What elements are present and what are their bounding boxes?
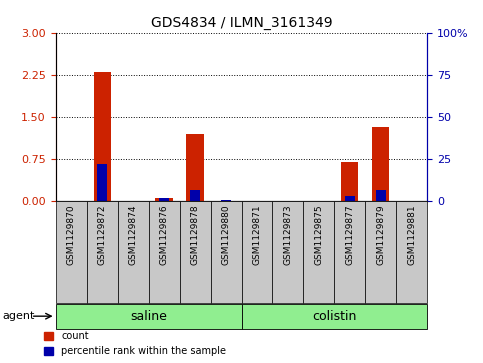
Bar [372, 127, 389, 201]
Bar [98, 164, 107, 201]
Bar [190, 191, 199, 201]
Text: saline: saline [130, 310, 167, 323]
Text: GSM1129870: GSM1129870 [67, 204, 75, 265]
Text: GSM1129874: GSM1129874 [128, 204, 138, 265]
Text: GSM1129872: GSM1129872 [98, 204, 107, 265]
Bar [242, 305, 427, 329]
Bar [376, 191, 385, 201]
Bar [86, 201, 117, 303]
Bar [334, 201, 366, 303]
Title: GDS4834 / ILMN_3161349: GDS4834 / ILMN_3161349 [151, 16, 332, 30]
Bar [159, 198, 169, 201]
Text: GSM1129878: GSM1129878 [190, 204, 199, 265]
Text: agent: agent [2, 311, 35, 321]
Text: GSM1129880: GSM1129880 [222, 204, 230, 265]
Text: colistin: colistin [313, 310, 356, 323]
Bar [117, 201, 149, 303]
Text: GSM1129873: GSM1129873 [284, 204, 293, 265]
Text: GSM1129871: GSM1129871 [253, 204, 261, 265]
Text: GSM1129875: GSM1129875 [314, 204, 324, 265]
Bar [180, 201, 211, 303]
Bar [272, 201, 303, 303]
Bar [211, 201, 242, 303]
Bar [242, 201, 272, 303]
Bar [149, 201, 180, 303]
Bar [303, 201, 334, 303]
Bar [56, 305, 242, 329]
Text: GSM1129877: GSM1129877 [345, 204, 355, 265]
Bar [345, 196, 355, 201]
Text: GSM1129876: GSM1129876 [159, 204, 169, 265]
Bar [56, 201, 86, 303]
Bar [156, 197, 172, 201]
Bar [221, 200, 231, 201]
Legend: count, percentile rank within the sample: count, percentile rank within the sample [43, 331, 226, 356]
Bar [397, 201, 427, 303]
Bar [366, 201, 397, 303]
Text: GSM1129879: GSM1129879 [376, 204, 385, 265]
Bar [341, 162, 358, 201]
Bar [94, 72, 111, 201]
Text: GSM1129881: GSM1129881 [408, 204, 416, 265]
Bar [186, 134, 203, 201]
